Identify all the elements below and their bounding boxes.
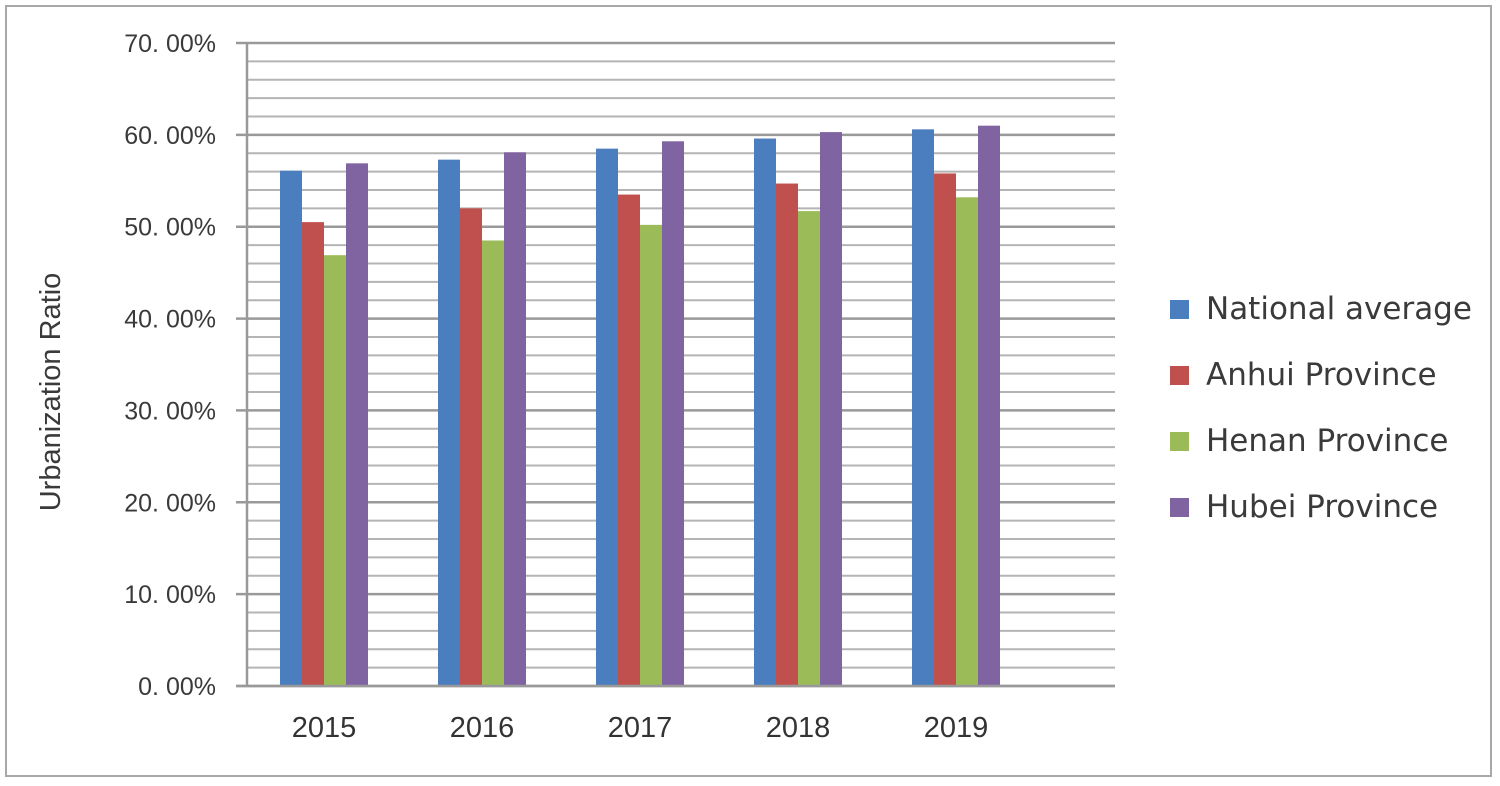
- bar-henan-province-2016: [482, 240, 504, 686]
- legend-item: National average: [1170, 276, 1472, 342]
- bar-national-average-2017: [596, 148, 618, 686]
- bar-national-average-2019: [912, 129, 934, 687]
- bar-henan-province-2015: [324, 255, 346, 686]
- legend-swatch-icon: [1170, 497, 1189, 517]
- bar-henan-province-2019: [956, 197, 978, 686]
- bar-national-average-2018: [754, 138, 776, 686]
- y-tick-label: 60. 00%: [124, 122, 216, 150]
- legend-swatch-icon: [1170, 365, 1189, 385]
- y-tick-label: 10. 00%: [124, 581, 216, 609]
- legend-label: Anhui Province: [1206, 357, 1437, 393]
- bar-hubei-province-2019: [978, 125, 1000, 686]
- legend-swatch-icon: [1170, 431, 1189, 451]
- chart-frame: [5, 5, 1492, 777]
- bar-hubei-province-2015: [346, 163, 368, 686]
- y-tick-label: 0. 00%: [138, 673, 216, 701]
- bar-hubei-province-2016: [504, 152, 526, 686]
- bar-anhui-province-2018: [776, 183, 798, 686]
- bar-anhui-province-2017: [618, 194, 640, 687]
- legend-swatch-icon: [1170, 299, 1189, 319]
- x-tick-label: 2019: [924, 712, 989, 744]
- legend: National average Anhui Province Henan Prov…: [1170, 276, 1472, 540]
- x-tick-label: 2018: [766, 712, 831, 744]
- legend-item: Henan Province: [1170, 408, 1472, 474]
- y-tick-label: 40. 00%: [124, 306, 216, 334]
- legend-label: Hubei Province: [1206, 489, 1439, 525]
- legend-label: Henan Province: [1206, 423, 1449, 459]
- bar-henan-province-2018: [798, 211, 820, 686]
- bar-anhui-province-2015: [302, 222, 324, 686]
- legend-label: National average: [1206, 291, 1472, 327]
- bar-hubei-province-2018: [820, 132, 842, 686]
- y-tick-label: 50. 00%: [124, 214, 216, 242]
- bar-hubei-province-2017: [662, 141, 684, 687]
- x-tick-label: 2017: [608, 712, 673, 744]
- bar-anhui-province-2016: [460, 208, 482, 687]
- x-tick-label: 2016: [450, 712, 515, 744]
- bar-anhui-province-2019: [934, 173, 956, 687]
- y-tick-label: 20. 00%: [124, 489, 216, 517]
- y-axis-title: Urbanization Ratio: [35, 273, 67, 512]
- bar-henan-province-2017: [640, 224, 662, 686]
- y-tick-label: 70. 00%: [124, 30, 216, 58]
- bar-national-average-2016: [438, 159, 460, 686]
- x-tick-label: 2015: [292, 712, 357, 744]
- legend-item: Hubei Province: [1170, 474, 1472, 540]
- legend-item: Anhui Province: [1170, 342, 1472, 408]
- y-tick-label: 30. 00%: [124, 397, 216, 425]
- bar-national-average-2015: [280, 170, 302, 687]
